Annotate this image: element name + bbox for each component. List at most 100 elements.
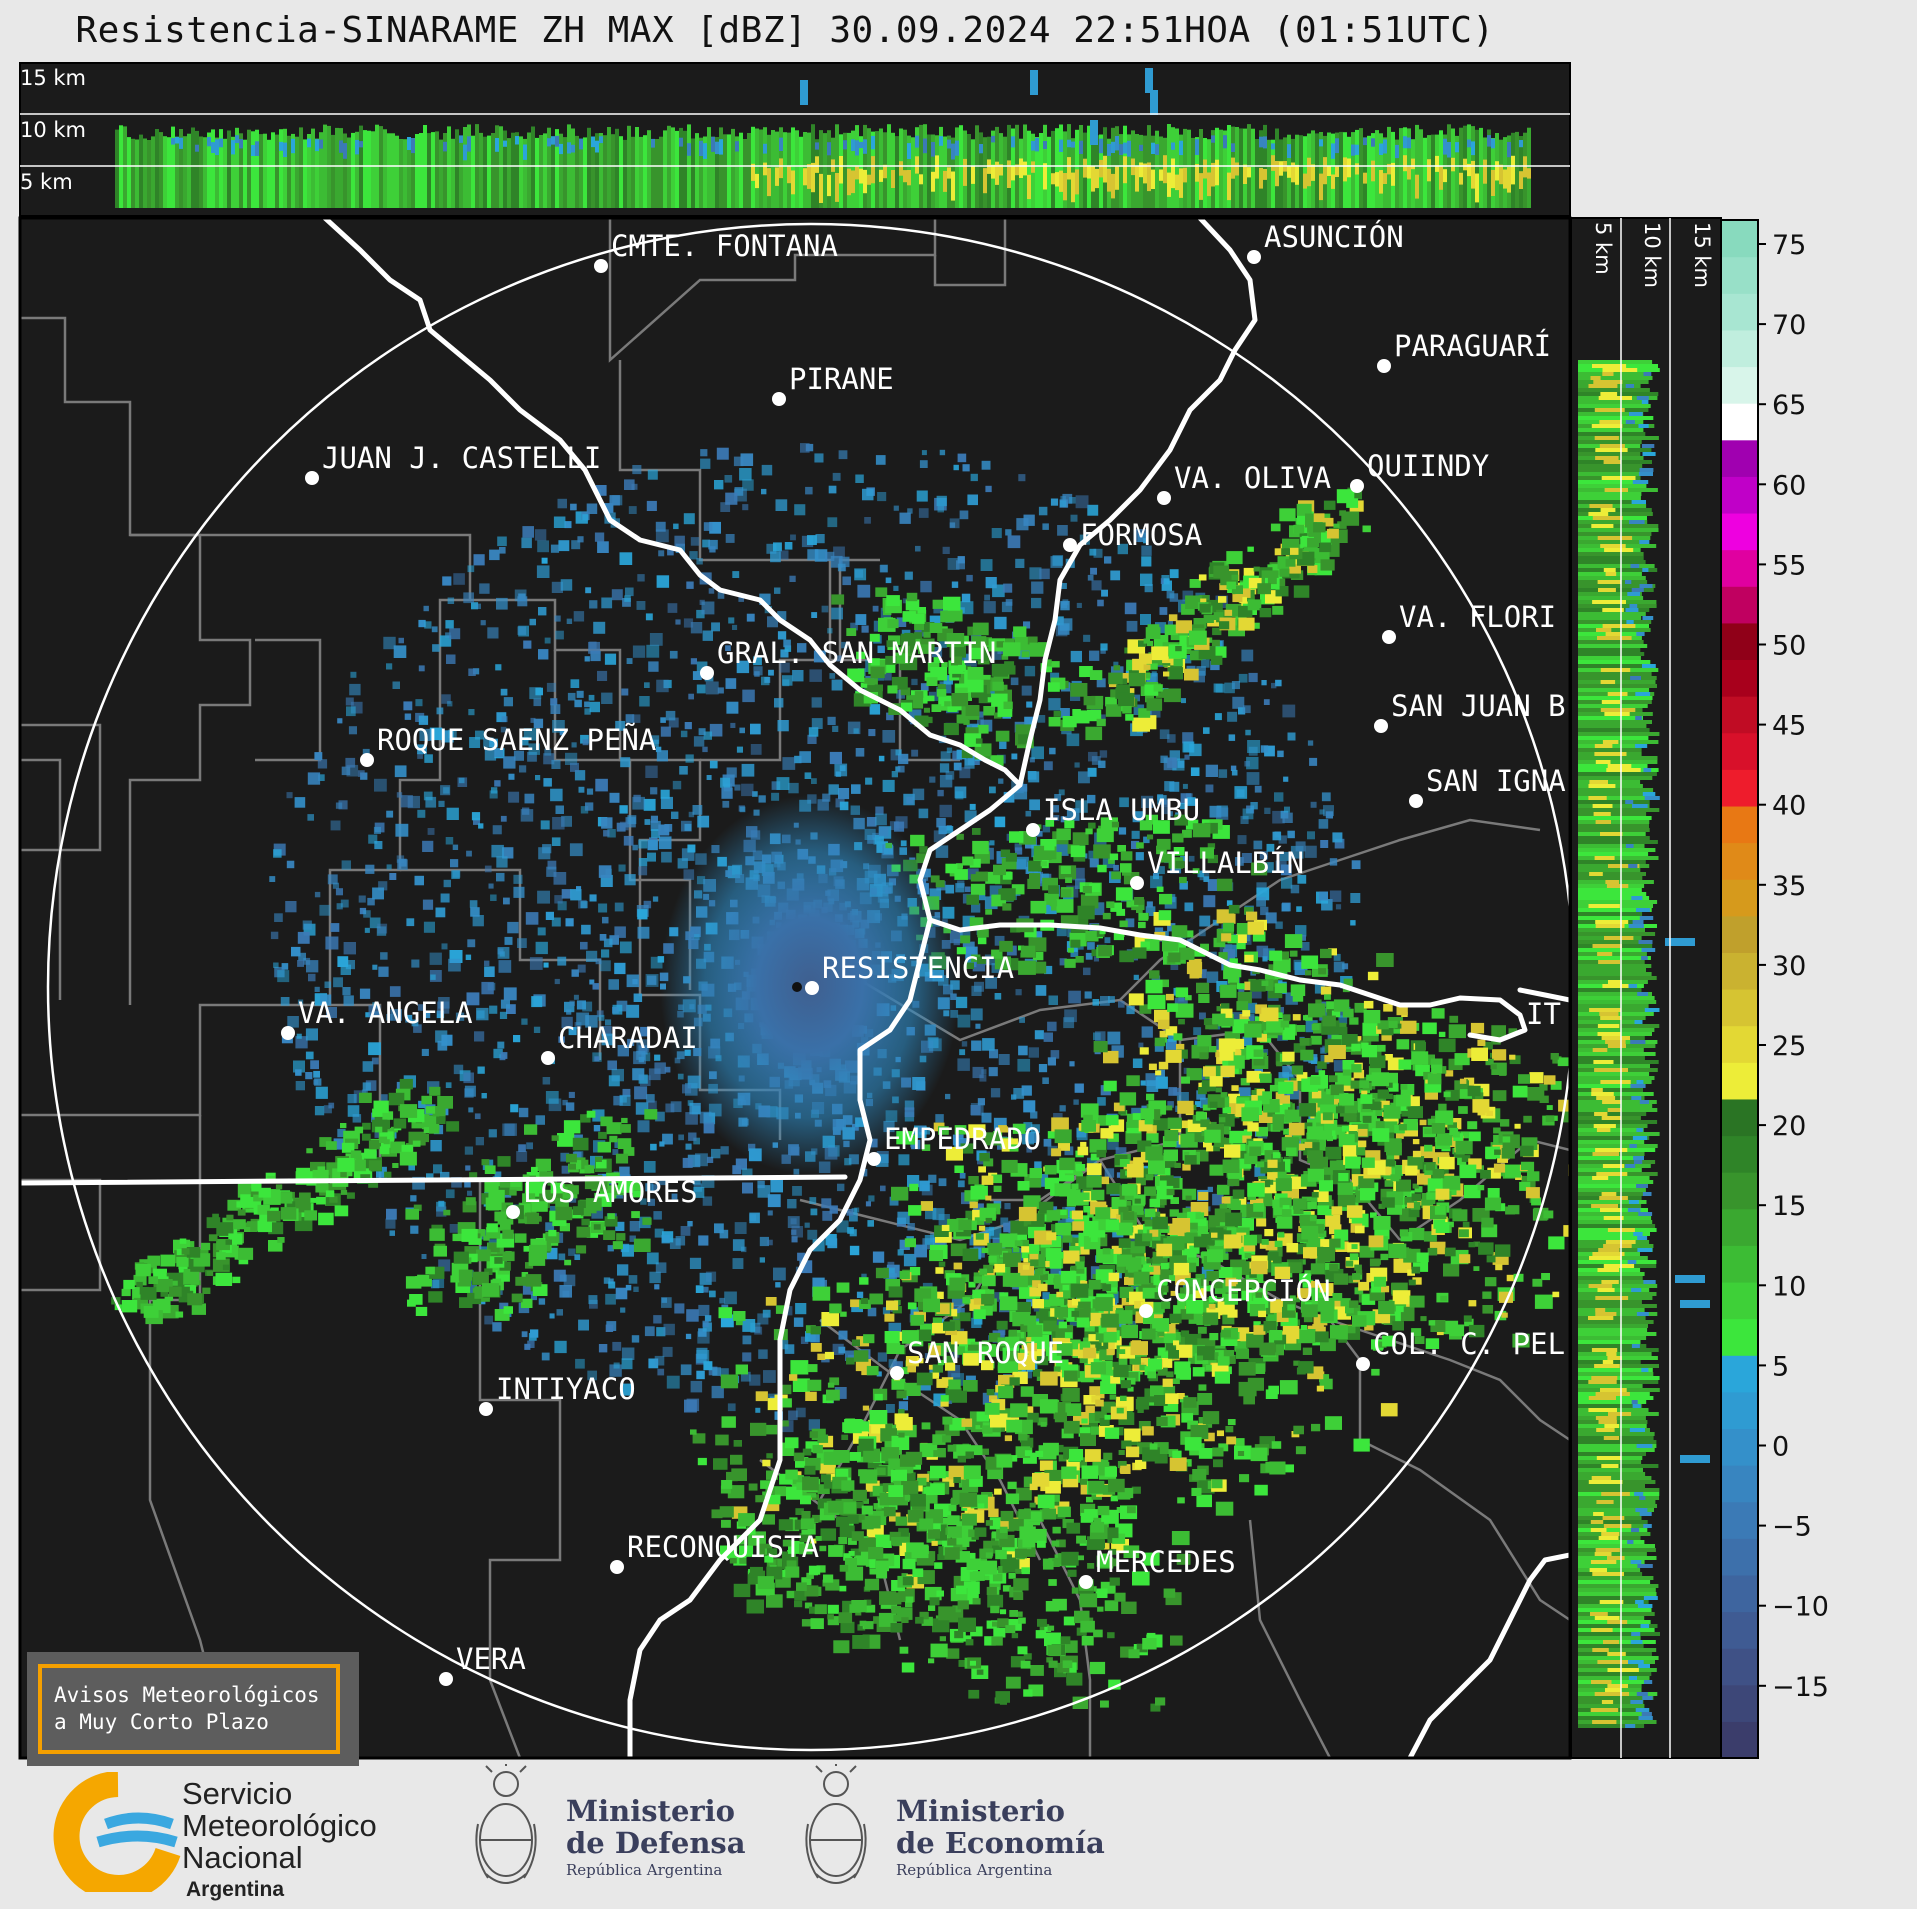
radar-site-marker [792,982,802,992]
city-mercedes: MERCEDES [1079,1545,1236,1589]
colorbar-band [1721,403,1758,441]
range-ring [46,222,1570,1752]
colorbar-band [1721,256,1758,294]
colorbar-band [1721,1684,1758,1722]
right-cross-section: 5 km 10 km 15 km [1570,217,1722,1759]
colorbar-band [1721,1465,1758,1503]
colorbar-tick-label: 15 [1772,1191,1806,1222]
smn-logo-icon [53,1772,181,1892]
top-km-label-5: 5 km [20,170,73,194]
city-layer: CMTE. FONTANA ASUNCIÓN PARAGUARÍ PIRANE … [281,220,1566,1686]
colorbar-tick-label: 65 [1772,390,1806,421]
colorbar-tick-label: 0 [1772,1432,1789,1463]
city-quiindy: QUIINDY [1350,449,1489,493]
city-roque-saenz-pena: ROQUE SAENZ PEÑA [360,723,656,767]
right-km-label-15: 15 km [1690,222,1714,288]
economia-line1: Ministerio [896,1794,1066,1828]
colorbar-tick-label: 70 [1772,310,1806,341]
colorbar-band [1721,586,1758,624]
colorbar-tick-label: 10 [1772,1271,1806,1302]
city-gral-san-martin: GRAL. SAN MARTIN [700,636,996,680]
colorbar-band [1721,366,1758,404]
colorbar-tick-label: 25 [1772,1031,1806,1062]
city-cmte-fontana: CMTE. FONTANA [594,229,838,273]
city-va-florida: VA. FLORI [1382,600,1556,644]
colorbar-band [1721,1574,1758,1613]
colorbar-band [1721,1245,1758,1283]
colorbar-tick-label: 45 [1772,711,1806,742]
rivers-borders [20,218,1570,1758]
colorbar-band [1721,915,1758,953]
colorbar-band [1721,952,1758,990]
smn-line3: Nacional [182,1840,303,1875]
colorbar-band [1721,805,1758,844]
colorbar-tick-label: 60 [1772,470,1806,501]
top-cross-section: 15 km 10 km 5 km [19,62,1571,217]
city-va-oliva: VA. OLIVA [1157,461,1331,505]
notice-button[interactable]: Avisos Meteorológicos a Muy Corto Plazo [38,1664,340,1754]
colorbar-band [1721,1721,1758,1759]
city-reconquista: RECONQUISTA [610,1530,819,1574]
city-san-juan-b: SAN JUAN B [1374,689,1566,733]
economia-line2: de Economía [896,1826,1105,1860]
top-km-label-10: 10 km [20,118,86,142]
radar-map: CMTE. FONTANA ASUNCIÓN PARAGUARÍ PIRANE … [18,216,1572,1760]
colorbar-band [1721,659,1758,697]
notice-line2: a Muy Corto Plazo [54,1710,269,1734]
city-empedrado: EMPEDRADO [867,1122,1041,1166]
city-formosa: FORMOSA [1063,518,1202,552]
colorbar-band [1721,1172,1758,1210]
colorbar-band [1721,1098,1758,1137]
city-paraguari: PARAGUARÍ [1377,329,1551,373]
city-resistencia: RESISTENCIA [805,951,1014,995]
colorbar-tick-label: 75 [1772,230,1806,261]
colorbar-band [1721,842,1758,880]
coat-of-arms-economia-icon [805,1764,867,1884]
colorbar-band [1721,1135,1758,1173]
city-col-c-pellegrini: COL. C. PEL [1356,1327,1565,1371]
colorbar-band [1721,439,1758,477]
city-intiyaco: INTIYACO [479,1372,636,1416]
colorbar-band [1721,732,1758,770]
colorbar-band [1721,1281,1758,1320]
city-isla-umbu: ISLA UMBU [1026,793,1200,837]
colorbar-band [1721,1501,1758,1539]
colorbar-band [1721,1648,1758,1686]
colorbar-tick-label: 30 [1772,951,1806,982]
colorbar-band [1721,476,1758,514]
city-los-amores: LOS AMORES [506,1175,698,1219]
colorbar-band [1721,769,1758,807]
city-va-angela: VA. ANGELA [281,996,473,1040]
colorbar-tick-label: 50 [1772,631,1806,662]
colorbar-band [1721,989,1758,1027]
colorbar-band [1721,1025,1758,1063]
city-concepcion: CONCEPCIÓN [1139,1274,1331,1318]
colorbar-band [1721,1391,1758,1430]
colorbar-tick-label: 55 [1772,550,1806,581]
colorbar-band [1721,549,1758,587]
city-juan-j-castelli: JUAN J. CASTELLI [305,441,601,485]
right-km-label-5: 5 km [1591,222,1615,275]
smn-line4: Argentina [186,1878,285,1901]
page-title: Resistencia-SINARAME ZH MAX [dBZ] 30.09.… [75,10,1495,51]
defensa-line2: de Defensa [566,1826,746,1860]
notice-line1: Avisos Meteorológicos [54,1683,320,1707]
colorbar-tick-label: −5 [1772,1512,1812,1543]
coat-of-arms-defensa-icon [475,1764,537,1884]
smn-logo-text: Servicio Meteorológico Nacional Argentin… [182,1778,377,1906]
colorbar-band [1721,512,1758,551]
colorbar-band [1721,879,1758,917]
city-pirane: PIRANE [772,362,894,406]
colorbar-band [1721,696,1758,734]
city-san-ignacio: SAN IGNA [1409,764,1566,808]
right-km-label-10: 10 km [1640,222,1664,288]
colorbar-band [1721,1538,1758,1576]
colorbar-band [1721,622,1758,661]
colorbar-band [1721,1062,1758,1100]
defensa-line1: Ministerio [566,1794,736,1828]
city-charadai: CHARADAI [541,1021,698,1065]
defensa-line3: República Argentina [566,1861,723,1879]
colorbar-band [1721,1611,1758,1649]
